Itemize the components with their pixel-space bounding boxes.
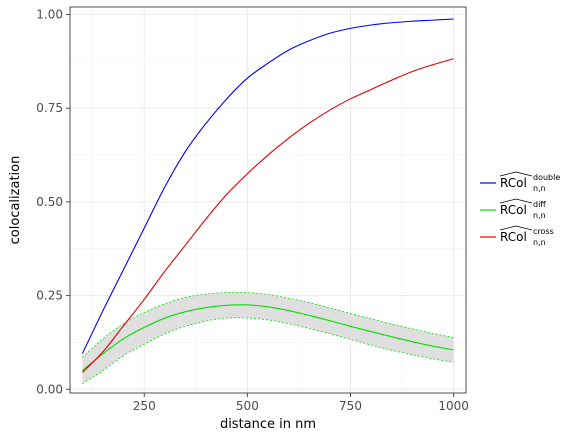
y-tick-label: 0.75 <box>36 101 63 115</box>
grid-lines <box>70 7 466 393</box>
plot-border <box>69 6 467 394</box>
x-tick-label: 250 <box>133 399 156 413</box>
legend-hat-cross <box>499 225 533 231</box>
x-tick-label: 500 <box>236 399 259 413</box>
x-axis-ticks: 250 500 750 1000 <box>133 393 469 413</box>
x-tick-label: 750 <box>339 399 362 413</box>
legend-label-cross: RCol <box>500 230 527 244</box>
legend-item-diff: RCol diff n,n <box>480 198 546 220</box>
band-upper-edge-diff <box>82 291 454 358</box>
legend-item-double: RCol double n,n <box>480 171 560 193</box>
legend-subscript-double: n,n <box>533 184 546 193</box>
legend-hat-diff <box>499 198 533 204</box>
series-line-cross <box>81 58 454 373</box>
legend-superscript-cross: cross <box>533 227 554 236</box>
y-tick-label: 0.25 <box>36 289 63 303</box>
series-line-double <box>81 18 454 354</box>
legend: RCol double n,n RCol diff n,n RCol cross n,n <box>480 171 560 247</box>
band-lower-edge-diff <box>82 317 454 384</box>
legend-label-diff: RCol <box>500 203 527 217</box>
y-tick-label: 1.00 <box>36 7 63 21</box>
x-tick-label: 1000 <box>438 399 469 413</box>
legend-subscript-diff: n,n <box>533 211 546 220</box>
confidence-band-diff <box>82 292 454 384</box>
y-axis-ticks: 0.00 0.25 0.50 0.75 1.00 <box>36 7 70 396</box>
y-axis-title: colocalization <box>8 156 23 245</box>
series-line-diff <box>82 304 454 371</box>
confidence-band-layer <box>82 291 454 384</box>
legend-hat-double <box>499 171 533 177</box>
legend-superscript-double: double <box>533 173 560 182</box>
legend-subscript-cross: n,n <box>533 238 546 247</box>
y-tick-label: 0.50 <box>36 195 63 209</box>
legend-label-double: RCol <box>500 176 527 190</box>
legend-item-cross: RCol cross n,n <box>480 225 554 247</box>
x-axis-title: distance in nm <box>220 417 316 432</box>
series-lines <box>81 18 454 373</box>
y-tick-label: 0.00 <box>36 382 63 396</box>
legend-superscript-diff: diff <box>533 200 546 209</box>
